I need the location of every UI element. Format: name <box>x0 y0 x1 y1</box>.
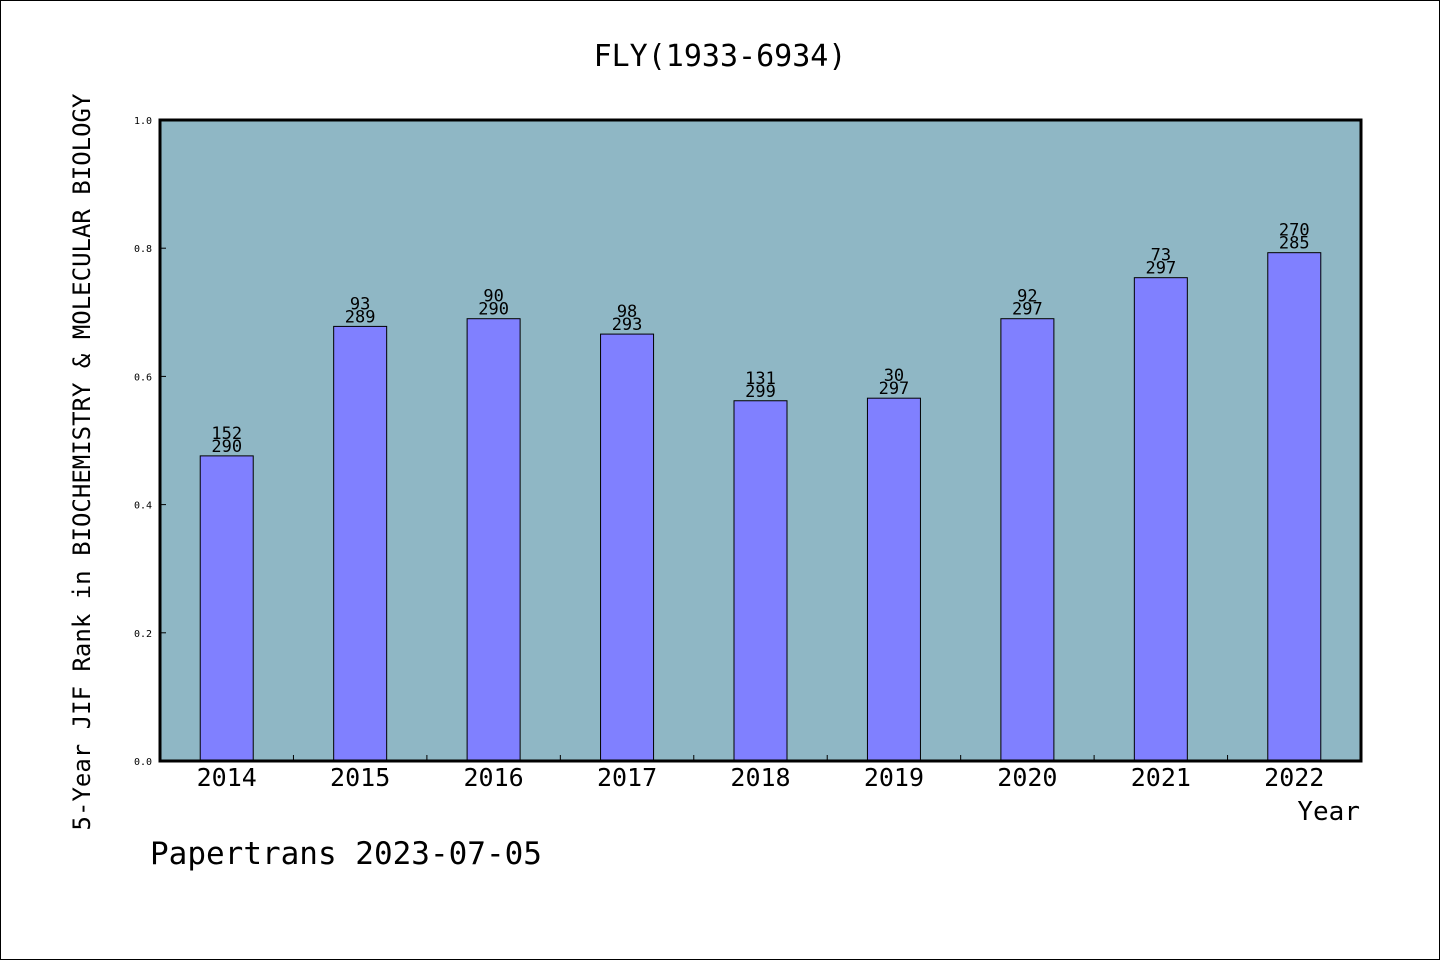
bar-2018 <box>733 400 788 762</box>
total-label: 297 <box>879 379 910 399</box>
bar-2015 <box>333 325 388 762</box>
y-axis-label: 5-Year JIF Rank in BIOCHEMISTRY & MOLECU… <box>68 93 96 830</box>
x-tick-label: 2019 <box>864 763 924 792</box>
total-label: 290 <box>211 437 242 457</box>
total-label: 297 <box>1145 259 1176 279</box>
x-tick-label: 2021 <box>1131 763 1191 792</box>
x-tick-label: 2016 <box>464 763 524 792</box>
x-axis: 2014 2015 2016 2017 2018 2019 2020 2021 2022 <box>197 755 1324 792</box>
y-tick-label: 0.6 <box>134 372 152 383</box>
total-label: 297 <box>1012 300 1043 320</box>
rank-label: 93 <box>350 294 370 314</box>
bar-2014 <box>199 455 254 762</box>
y-tick-label: 1.0 <box>134 116 152 127</box>
bar-2019 <box>866 397 921 762</box>
rank-label: 30 <box>884 366 904 386</box>
bar-2016 <box>466 318 521 762</box>
rank-label: 73 <box>1151 246 1171 266</box>
y-tick-label: 0.0 <box>134 757 152 768</box>
rank-label: 92 <box>1017 287 1037 307</box>
plot-border <box>158 118 1363 763</box>
x-tick-label: 2020 <box>997 763 1057 792</box>
x-tick-label: 2015 <box>330 763 390 792</box>
total-label: 293 <box>612 315 643 335</box>
bar-2022 <box>1267 252 1322 762</box>
watermark: Papertrans 2023-07-05 <box>150 836 542 872</box>
chart-title: FLY(1933-6934) <box>594 39 847 74</box>
total-label: 290 <box>478 300 509 320</box>
x-tick-label: 2014 <box>197 763 257 792</box>
rank-label: 152 <box>211 424 242 444</box>
rank-label: 131 <box>745 369 776 389</box>
y-tick-label: 0.8 <box>134 244 152 255</box>
y-tick-label: 0.4 <box>134 501 152 512</box>
bar-2021 <box>1133 277 1188 762</box>
x-tick-label: 2017 <box>597 763 657 792</box>
bar-2020 <box>1000 318 1055 762</box>
x-tick-label: 2022 <box>1264 763 1324 792</box>
y-axis: 0.0 0.2 0.4 0.6 0.8 1.0 <box>134 116 166 768</box>
rank-label: 98 <box>617 302 637 322</box>
bar-2017 <box>600 333 655 762</box>
x-tick-label: 2018 <box>730 763 790 792</box>
x-axis-label: Year <box>1297 797 1360 827</box>
y-tick-label: 0.2 <box>134 629 152 640</box>
total-label: 289 <box>345 307 376 327</box>
rank-label: 90 <box>483 287 503 307</box>
total-label: 299 <box>745 382 776 402</box>
rank-label: 270 <box>1279 221 1310 241</box>
total-label: 285 <box>1279 234 1310 254</box>
